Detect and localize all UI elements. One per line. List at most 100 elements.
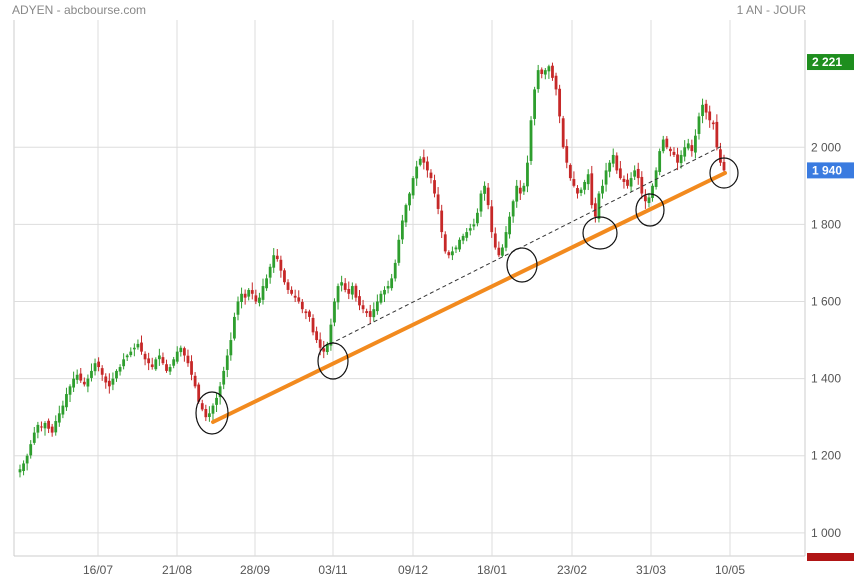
candle-body bbox=[661, 139, 665, 152]
candle-body bbox=[451, 251, 454, 256]
candle-body bbox=[576, 188, 579, 194]
candle-body bbox=[601, 185, 604, 194]
candle-body bbox=[447, 252, 451, 256]
candle-body bbox=[668, 148, 672, 152]
candle-body bbox=[293, 295, 297, 298]
candle-body bbox=[179, 347, 183, 353]
candle-body bbox=[322, 348, 326, 352]
touch-point-circle bbox=[635, 193, 665, 227]
candle-body bbox=[493, 233, 497, 248]
candle-body bbox=[308, 311, 311, 317]
candle-body bbox=[540, 69, 544, 74]
candle-body bbox=[719, 149, 722, 163]
candle-body bbox=[25, 455, 29, 464]
candle-body bbox=[243, 293, 247, 298]
chart-title: ADYEN - abcbourse.com bbox=[12, 3, 147, 17]
touch-point-circle bbox=[506, 247, 538, 283]
candle-body bbox=[75, 374, 79, 380]
candle-body bbox=[254, 295, 258, 302]
candle-body bbox=[368, 311, 372, 317]
candle-body bbox=[572, 179, 576, 186]
touch-point-circle bbox=[582, 216, 618, 250]
candle-body bbox=[190, 361, 193, 375]
candle-body bbox=[640, 176, 644, 194]
candle-body bbox=[65, 394, 68, 408]
candle-body bbox=[318, 339, 322, 348]
candle-body bbox=[400, 220, 404, 240]
candle-body bbox=[100, 368, 104, 375]
candle-body bbox=[375, 301, 379, 312]
candle-body bbox=[515, 185, 519, 202]
high-price-tag bbox=[807, 54, 854, 71]
candle-body bbox=[672, 151, 676, 155]
candle-body bbox=[347, 288, 351, 294]
candle-body bbox=[636, 168, 640, 179]
candle-body bbox=[300, 301, 304, 310]
candle-body bbox=[118, 367, 122, 372]
candle-body bbox=[461, 235, 465, 241]
high-price-label: 2 221 bbox=[812, 55, 842, 69]
candle-body bbox=[618, 168, 622, 179]
candle-body bbox=[683, 147, 687, 157]
last-price-label: 1 940 bbox=[812, 163, 842, 177]
candle-body bbox=[57, 413, 61, 423]
candle-body bbox=[379, 293, 383, 303]
candle-body bbox=[372, 309, 376, 318]
y-axis: 1 000 1 200 1 400 1 600 1 800 2 000 bbox=[811, 140, 841, 540]
candle-body bbox=[411, 178, 415, 196]
candle-body bbox=[408, 193, 411, 206]
candle-body bbox=[182, 348, 186, 356]
x-tick-label: 28/09 bbox=[240, 563, 270, 577]
candle-body bbox=[304, 311, 308, 314]
candle-body bbox=[290, 289, 293, 294]
candle-body bbox=[197, 384, 201, 402]
candle-body bbox=[68, 386, 72, 395]
candle-body bbox=[440, 210, 444, 233]
candle-body bbox=[404, 205, 408, 223]
candle-body bbox=[704, 103, 708, 113]
candle-body bbox=[508, 216, 511, 235]
candle-body bbox=[61, 405, 65, 415]
candle-body bbox=[225, 355, 229, 370]
candle-body bbox=[511, 201, 515, 217]
candle-body bbox=[286, 282, 290, 290]
x-tick-label: 31/03 bbox=[636, 563, 666, 577]
candle-body bbox=[136, 343, 140, 348]
candle-body bbox=[218, 386, 222, 398]
candle-body bbox=[54, 421, 58, 433]
x-tick-label: 16/07 bbox=[83, 563, 113, 577]
candle-body bbox=[483, 185, 486, 194]
candle-body bbox=[361, 305, 365, 310]
candle-body bbox=[633, 170, 637, 177]
candles bbox=[18, 62, 726, 478]
candle-body bbox=[722, 161, 726, 171]
y-tick-label: 2 000 bbox=[811, 140, 841, 154]
candle-body bbox=[658, 151, 662, 173]
candle-body bbox=[711, 122, 715, 125]
candle-body bbox=[115, 370, 118, 379]
candle-body bbox=[350, 286, 354, 295]
candle-body bbox=[236, 301, 240, 315]
candle-body bbox=[583, 181, 587, 190]
candle-body bbox=[279, 259, 283, 271]
candle-body bbox=[715, 121, 719, 148]
candle-body bbox=[486, 187, 490, 206]
touch-point-circle bbox=[709, 157, 739, 189]
candle-body bbox=[579, 189, 583, 194]
candle-body bbox=[283, 270, 286, 283]
candle-body bbox=[558, 88, 562, 117]
candle-body bbox=[29, 444, 33, 456]
candle-body bbox=[518, 187, 522, 194]
candle-body bbox=[79, 373, 83, 381]
period-selector[interactable]: 1 AN - JOUR bbox=[736, 3, 806, 17]
candle-body bbox=[501, 247, 504, 256]
candle-body bbox=[433, 180, 436, 194]
candle-body bbox=[397, 239, 401, 263]
candle-body bbox=[150, 364, 154, 368]
candle-body bbox=[200, 403, 204, 410]
candle-body bbox=[676, 154, 679, 163]
candle-body bbox=[147, 358, 151, 364]
touch-point-circle bbox=[317, 342, 349, 380]
candle-body bbox=[686, 143, 690, 149]
